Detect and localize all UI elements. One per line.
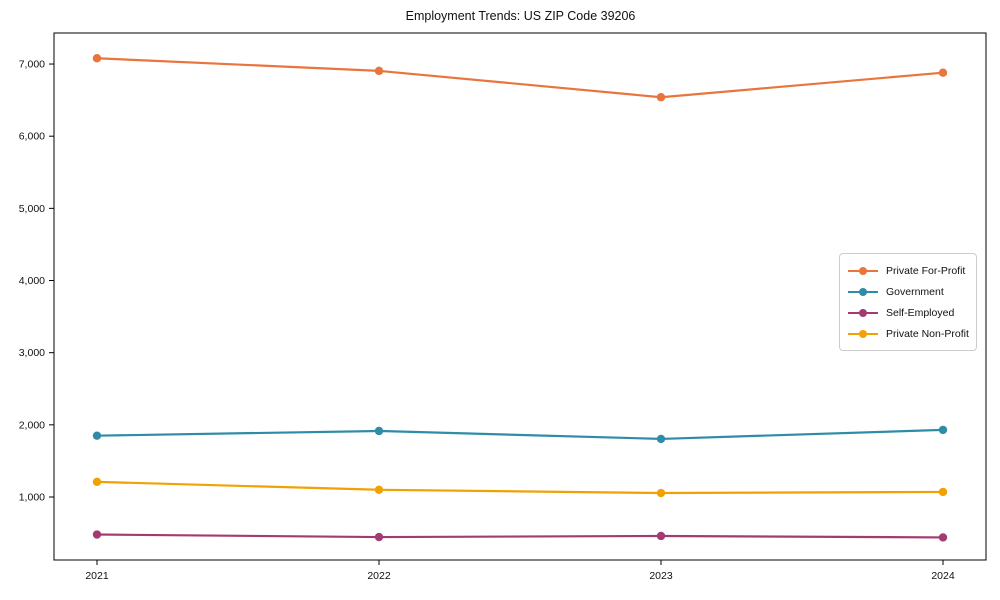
data-point-private-non-profit-2023	[656, 488, 666, 498]
y-tick-label: 7,000	[19, 59, 45, 71]
series-line-private-for-profit	[95, 57, 945, 99]
data-point-government-2021	[92, 431, 102, 440]
data-point-self-employed-2023	[656, 531, 666, 541]
series-line-self-employed	[95, 533, 945, 539]
data-point-private-for-profit-2024	[938, 68, 948, 77]
y-tick-label: 3,000	[19, 347, 45, 359]
legend: Private For-Profit Government Self-Employe…	[839, 253, 977, 351]
x-tick-label: 2024	[931, 570, 955, 582]
series-line-government	[95, 428, 945, 441]
chart-title: Employment Trends: US ZIP Code 39206	[405, 9, 636, 23]
x-tick-label: 2022	[367, 570, 391, 582]
y-tick-label: 1,000	[19, 492, 45, 504]
data-point-government-2024	[938, 425, 948, 435]
data-point-government-2023	[656, 434, 666, 444]
legend-line-marker-icon	[848, 329, 878, 339]
x-tick-label: 2021	[85, 570, 109, 582]
legend-entry: Government	[848, 281, 968, 302]
data-point-private-non-profit-2022	[374, 485, 384, 494]
legend-entry: Private Non-Profit	[848, 323, 969, 344]
y-tick-label: 4,000	[19, 275, 45, 287]
legend-label: Self-Employed	[886, 306, 955, 319]
data-point-private-for-profit-2022	[374, 66, 384, 76]
data-point-government-2022	[374, 426, 384, 436]
legend-line-marker-icon	[848, 308, 878, 318]
y-tick-label: 5,000	[19, 203, 45, 215]
legend-entry: Self-Employed	[848, 302, 968, 323]
plot-border	[53, 32, 987, 561]
data-point-self-employed-2022	[374, 532, 384, 542]
y-tick-label: 6,000	[19, 131, 45, 143]
x-tick-label: 2023	[649, 570, 673, 582]
data-point-self-employed-2024	[938, 533, 948, 542]
data-point-private-for-profit-2023	[656, 93, 666, 102]
data-point-private-non-profit-2024	[938, 487, 948, 497]
data-point-private-non-profit-2021	[92, 477, 102, 487]
y-tick-label: 2,000	[19, 419, 45, 431]
legend-entry: Private For-Profit	[848, 260, 968, 281]
data-point-self-employed-2021	[92, 530, 102, 539]
series-line-private-non-profit	[95, 480, 945, 495]
legend-line-marker-icon	[848, 287, 878, 297]
data-point-private-for-profit-2021	[92, 54, 102, 63]
legend-label: Private Non-Profit	[886, 327, 969, 340]
legend-label: Government	[886, 285, 944, 298]
legend-line-marker-icon	[848, 266, 878, 276]
legend-label: Private For-Profit	[886, 264, 966, 277]
